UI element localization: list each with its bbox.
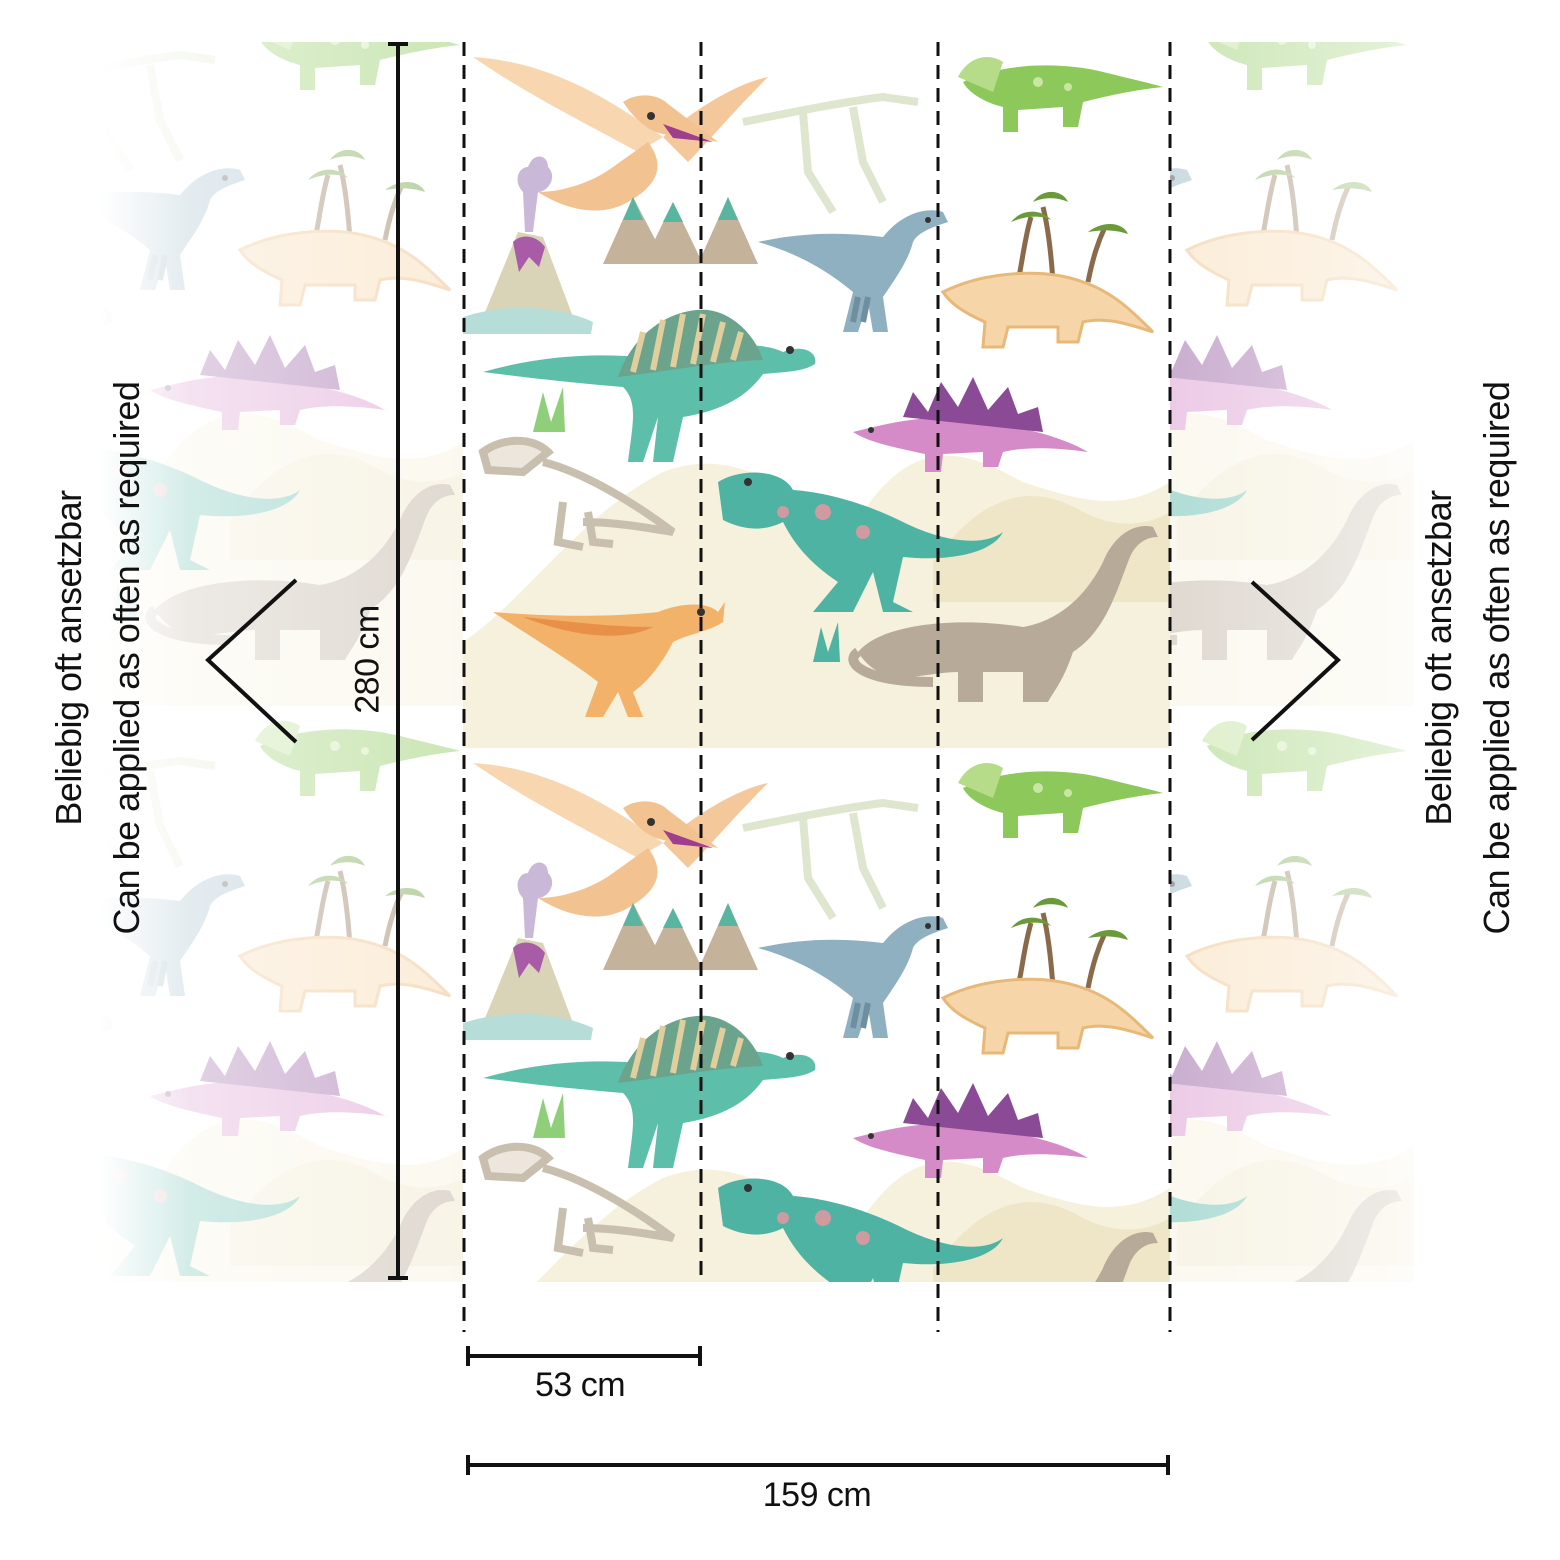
repeat-note-de: Beliebig oft ansetzbar bbox=[1418, 490, 1459, 826]
repeat-note-en: Can be applied as often as required bbox=[1476, 381, 1517, 935]
total-width-dimension-line bbox=[466, 1455, 1170, 1475]
panel-width-label: 53 cm bbox=[534, 1366, 626, 1404]
panel-seams bbox=[462, 42, 1172, 1332]
repeat-note-right: Beliebig oft ansetzbar Can be applied as… bbox=[1410, 358, 1526, 958]
total-width-label: 159 cm bbox=[762, 1476, 872, 1514]
height-dimension-line bbox=[388, 42, 408, 1280]
repeat-note-left: Beliebig oft ansetzbar Can be applied as… bbox=[40, 358, 156, 958]
repeat-note-en: Can be applied as often as required bbox=[106, 381, 147, 935]
repeat-preview-left bbox=[100, 42, 463, 1282]
repeat-preview-right bbox=[1170, 42, 1460, 1282]
chevron-left-icon bbox=[205, 578, 298, 744]
repeat-note-de: Beliebig oft ansetzbar bbox=[48, 490, 89, 826]
wallpaper-mural bbox=[463, 42, 1170, 1282]
panel-width-dimension-line bbox=[466, 1346, 702, 1366]
height-label: 280 cm bbox=[348, 605, 387, 714]
chevron-right-icon bbox=[1250, 580, 1341, 742]
